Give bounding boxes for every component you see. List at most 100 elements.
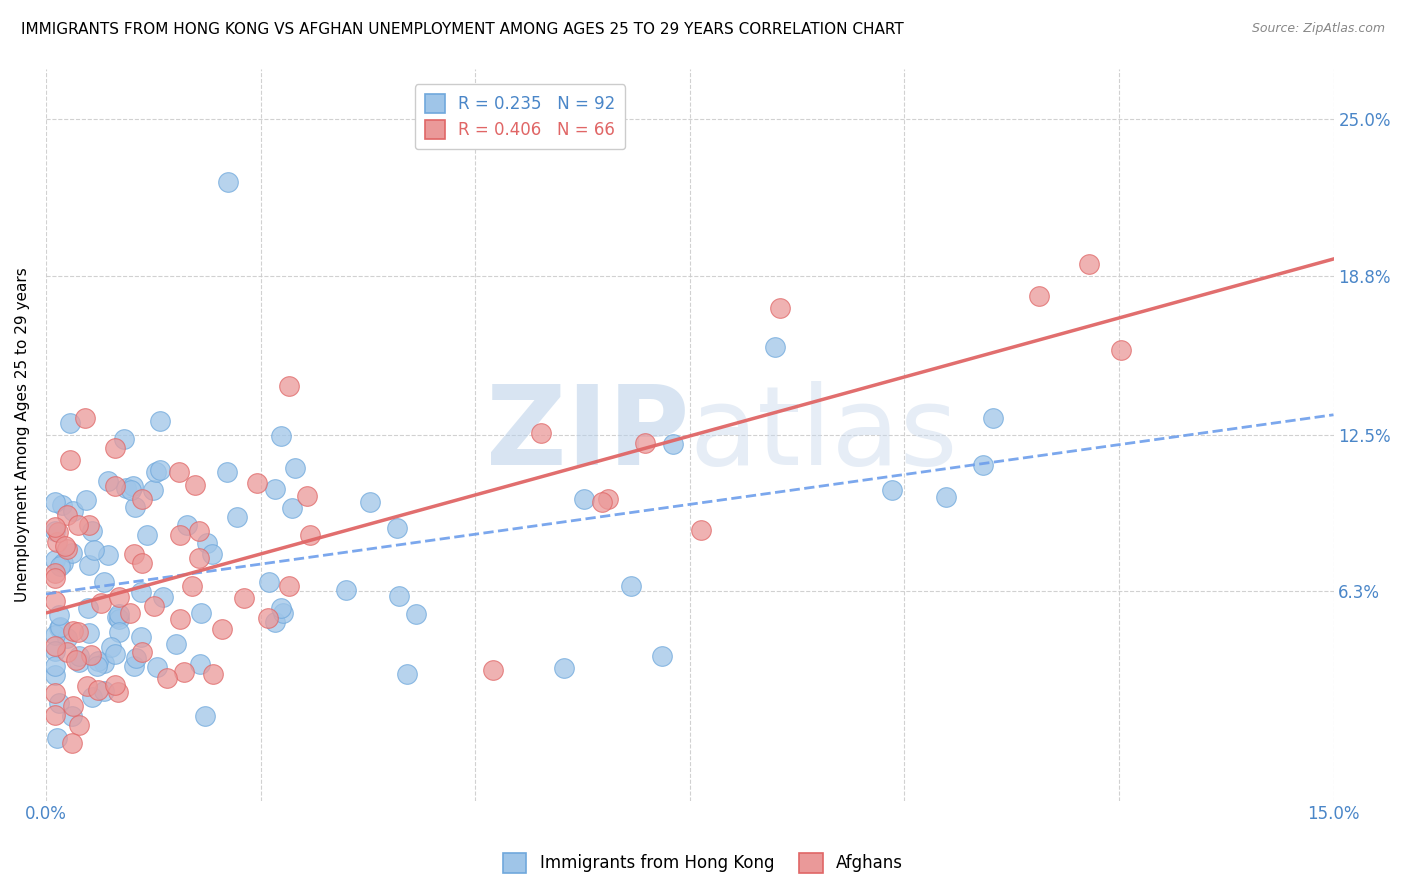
Point: [149, 414, 172, 428]
Point: [195, 536, 218, 550]
Text: ZIP: ZIP: [486, 381, 690, 488]
Point: [190, 606, 212, 620]
Point: [662, 437, 685, 451]
Point: [181, 579, 204, 593]
Point: [44, 524, 66, 538]
Point: [48, 696, 70, 710]
Point: [176, 517, 198, 532]
Point: [44, 566, 66, 580]
Point: [145, 465, 167, 479]
Point: [167, 465, 190, 479]
Point: [359, 495, 381, 509]
Point: [44, 644, 66, 658]
Point: [60, 709, 83, 723]
Point: [66, 624, 89, 639]
Point: [87, 654, 110, 668]
Point: [46, 731, 69, 745]
Point: [620, 579, 643, 593]
Point: [115, 481, 138, 495]
Point: [44, 707, 66, 722]
Point: [388, 589, 411, 603]
Point: [104, 478, 127, 492]
Point: [62, 504, 84, 518]
Point: [48, 524, 70, 539]
Point: [53, 539, 76, 553]
Point: [77, 625, 100, 640]
Point: [634, 436, 657, 450]
Point: [104, 678, 127, 692]
Point: [65, 653, 87, 667]
Point: [67, 655, 90, 669]
Point: [270, 429, 292, 443]
Point: [48, 608, 70, 623]
Point: [184, 478, 207, 492]
Point: [226, 510, 249, 524]
Point: [107, 612, 129, 626]
Point: [112, 432, 135, 446]
Point: [142, 483, 165, 498]
Point: [93, 574, 115, 589]
Point: [259, 575, 281, 590]
Point: [62, 699, 84, 714]
Point: [284, 461, 307, 475]
Point: [44, 553, 66, 567]
Point: [124, 500, 146, 515]
Point: [201, 547, 224, 561]
Point: [108, 591, 131, 605]
Point: [530, 425, 553, 440]
Point: [62, 624, 84, 638]
Point: [107, 684, 129, 698]
Point: [1077, 257, 1099, 271]
Point: [66, 517, 89, 532]
Point: [56, 644, 79, 658]
Point: [93, 657, 115, 671]
Point: [882, 483, 904, 497]
Point: [553, 661, 575, 675]
Point: [335, 582, 357, 597]
Legend: R = 0.235   N = 92, R = 0.406   N = 66: R = 0.235 N = 92, R = 0.406 N = 66: [415, 84, 626, 149]
Point: [271, 606, 294, 620]
Point: [215, 465, 238, 479]
Point: [83, 542, 105, 557]
Point: [165, 637, 187, 651]
Point: [574, 491, 596, 506]
Point: [76, 679, 98, 693]
Point: [67, 718, 90, 732]
Point: [120, 483, 142, 498]
Point: [49, 559, 72, 574]
Point: [82, 690, 104, 704]
Point: [100, 640, 122, 654]
Point: [77, 518, 100, 533]
Point: [281, 501, 304, 516]
Point: [44, 627, 66, 641]
Point: [1028, 289, 1050, 303]
Point: [131, 556, 153, 570]
Point: [156, 671, 179, 685]
Point: [52, 556, 75, 570]
Point: [690, 524, 713, 538]
Point: [44, 495, 66, 509]
Point: [169, 528, 191, 542]
Point: [55, 632, 77, 646]
Legend: Immigrants from Hong Kong, Afghans: Immigrants from Hong Kong, Afghans: [496, 847, 910, 880]
Point: [79, 558, 101, 572]
Point: [232, 591, 254, 605]
Point: [60, 546, 83, 560]
Point: [82, 524, 104, 538]
Text: atlas: atlas: [690, 381, 959, 488]
Point: [48, 622, 70, 636]
Point: [173, 665, 195, 679]
Point: [73, 411, 96, 425]
Point: [257, 611, 280, 625]
Point: [49, 620, 72, 634]
Point: [75, 492, 97, 507]
Point: [270, 601, 292, 615]
Point: [217, 175, 239, 189]
Point: [152, 590, 174, 604]
Point: [44, 594, 66, 608]
Point: [125, 651, 148, 665]
Point: [97, 474, 120, 488]
Point: [187, 524, 209, 539]
Text: Source: ZipAtlas.com: Source: ZipAtlas.com: [1251, 22, 1385, 36]
Point: [97, 548, 120, 562]
